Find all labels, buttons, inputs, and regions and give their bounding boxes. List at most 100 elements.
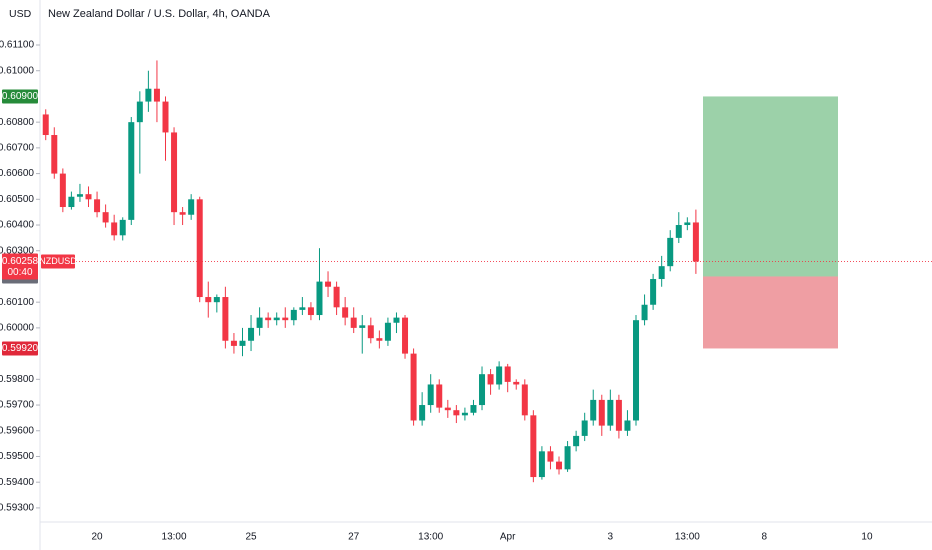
y-tick-label: 0.59600 <box>0 425 34 436</box>
target-badge-label: 0.60900 <box>2 91 39 102</box>
candle-body <box>581 420 588 436</box>
candle-body <box>273 317 280 321</box>
candle-body <box>162 101 169 133</box>
candle-body <box>59 173 66 208</box>
candle-body <box>145 88 152 102</box>
price-badge <box>2 253 38 280</box>
candle-body <box>556 461 563 470</box>
candle-body <box>248 327 255 341</box>
candle-body <box>436 384 443 408</box>
y-tick-label: 0.60600 <box>0 168 34 179</box>
candle-body <box>316 281 323 316</box>
y-tick-label: 0.60300 <box>0 245 34 256</box>
candle-body <box>94 199 101 213</box>
candle-body <box>667 237 674 267</box>
candle-body <box>179 212 186 215</box>
candle-body <box>205 297 212 303</box>
candle-body <box>453 410 460 416</box>
symbol-tag <box>41 254 75 269</box>
stop-zone <box>703 276 838 349</box>
candle-body <box>256 317 263 328</box>
candle-body <box>239 340 246 346</box>
candle-body <box>402 317 409 354</box>
candle-body <box>538 451 545 478</box>
candle-body <box>444 407 451 411</box>
candle-body <box>171 132 178 213</box>
countdown: 00:40 <box>7 267 32 278</box>
candle-body <box>427 384 434 406</box>
currency: USD <box>9 8 32 20</box>
x-tick-label: 13:00 <box>162 532 187 543</box>
candle-body <box>504 366 511 382</box>
y-tick-label: 0.59400 <box>0 477 34 488</box>
price-badge-label: 0.60258 <box>2 256 39 267</box>
y-tick-label: 0.59500 <box>0 451 34 462</box>
y-tick-label: 0.60000 <box>0 323 34 334</box>
candle-body <box>470 405 477 413</box>
candle-body <box>658 266 665 280</box>
candle-body <box>76 194 83 197</box>
candle-body <box>573 435 580 447</box>
candle-body <box>607 399 614 426</box>
candle-body <box>111 222 118 236</box>
candle-body <box>684 222 691 226</box>
candle-body <box>367 325 374 339</box>
candle-body <box>479 374 486 406</box>
y-tick-label: 0.61000 <box>0 65 34 76</box>
candle-body <box>624 420 631 431</box>
candle-body <box>692 222 699 262</box>
candle-body <box>530 415 537 478</box>
symbol-label: NZDUSD <box>39 256 77 266</box>
target-zone <box>703 96 838 277</box>
candle-body <box>290 309 297 321</box>
candle-body <box>325 281 332 287</box>
candle-body <box>196 199 203 298</box>
y-tick-label: 0.60400 <box>0 220 34 231</box>
candle-body <box>633 320 640 421</box>
candle-body <box>102 212 109 223</box>
target-badge <box>2 89 38 104</box>
candle-body <box>307 307 314 316</box>
candle-body <box>42 114 49 136</box>
stop-badge-label: 0.59920 <box>2 343 39 354</box>
chart-title: New Zealand Dollar / U.S. Dollar, 4h, OA… <box>48 8 271 20</box>
candle-body <box>650 279 657 305</box>
y-tick-label: 0.61100 <box>0 40 34 51</box>
candle-body <box>342 307 349 318</box>
x-tick-label: 13:00 <box>675 532 700 543</box>
y-tick-label: 0.60100 <box>0 297 34 308</box>
x-tick-label: 13:00 <box>418 532 443 543</box>
candle-body <box>384 322 391 341</box>
y-tick-label: 0.59300 <box>0 503 34 514</box>
x-tick-label: 8 <box>762 532 768 543</box>
candle-body <box>85 194 92 200</box>
candle-body <box>333 286 340 308</box>
x-tick-label: 3 <box>608 532 614 543</box>
candle-body <box>521 384 528 416</box>
candle-body <box>230 340 237 346</box>
x-tick-label: 20 <box>91 532 103 543</box>
candle-body <box>282 317 289 321</box>
candle-body <box>598 399 605 426</box>
y-tick-label: 0.60700 <box>0 143 34 154</box>
candle-body <box>419 405 426 421</box>
x-tick-label: 25 <box>245 532 257 543</box>
candle-body <box>350 317 357 328</box>
candle-body <box>299 307 306 310</box>
candle-body <box>393 317 400 323</box>
candle-body <box>641 304 648 321</box>
candle-body <box>136 101 143 123</box>
y-tick-label: 0.59800 <box>0 374 34 385</box>
x-tick-label: 10 <box>861 532 873 543</box>
candle-body <box>51 135 58 174</box>
candle-body <box>119 219 126 236</box>
x-tick-label: Apr <box>500 532 516 543</box>
y-tick-label: 0.60800 <box>0 117 34 128</box>
y-tick-label: 0.60500 <box>0 194 34 205</box>
stop-badge <box>2 341 38 356</box>
candle-body <box>513 381 520 385</box>
candle-body <box>359 325 366 328</box>
candle-body <box>590 399 597 421</box>
candle-body <box>188 199 195 215</box>
